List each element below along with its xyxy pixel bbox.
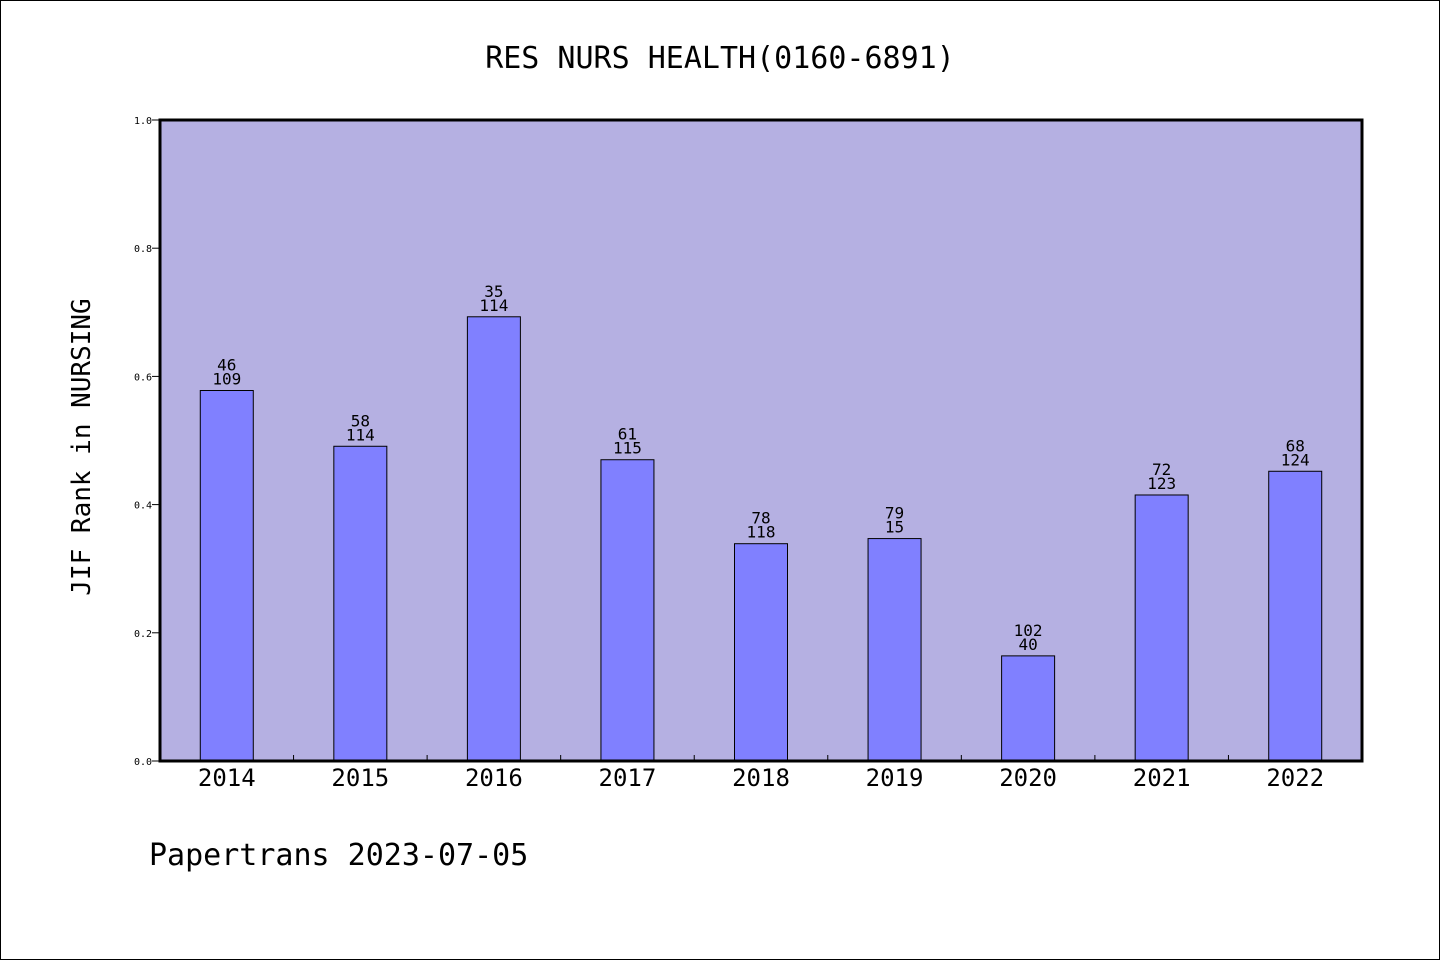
bar-2017 [600, 459, 655, 762]
bar-2015 [333, 445, 388, 762]
bar-label-rank: 78 [751, 509, 770, 528]
x-tick-label: 2020 [999, 764, 1057, 792]
bar-label-total: 118 [747, 523, 776, 542]
x-tick-label: 2018 [732, 764, 790, 792]
y-tick-label: 0.4 [134, 501, 152, 512]
bar-label-rank: 102 [1014, 621, 1043, 640]
bar-2020 [1001, 655, 1056, 762]
y-tick-label: 0.6 [134, 372, 152, 383]
x-tick-label: 2019 [866, 764, 924, 792]
bar-label-rank: 72 [1152, 460, 1171, 479]
data-labels-layer: 4610958114351146111578118791510240721236… [212, 282, 1309, 654]
bar-label-total: 40 [1018, 635, 1037, 654]
y-tick-label: 1.0 [134, 116, 152, 127]
x-tick-label: 2015 [331, 764, 389, 792]
bar-label-total: 114 [346, 425, 375, 444]
bar-label-total: 115 [613, 439, 642, 458]
bar-2022 [1268, 470, 1323, 762]
x-tick-label: 2022 [1266, 764, 1324, 792]
bar-label-rank: 68 [1286, 436, 1305, 455]
y-tick-label: 0.0 [134, 757, 152, 768]
bars-layer [199, 316, 1323, 762]
x-tick-label: 2014 [198, 764, 256, 792]
bar-2016 [466, 316, 521, 762]
plot-border [158, 118, 1364, 763]
bar-label-rank: 58 [351, 411, 370, 430]
bar-label-total: 123 [1147, 474, 1176, 493]
x-tick-label: 2021 [1133, 764, 1191, 792]
bar-2014 [199, 390, 254, 762]
y-tick-label: 0.8 [134, 244, 152, 255]
bar-label-rank: 61 [618, 425, 637, 444]
bar-label-rank: 35 [484, 282, 503, 301]
bar-label-total: 109 [212, 370, 241, 389]
y-tick-label: 0.2 [134, 629, 152, 640]
bar-2019 [867, 538, 922, 762]
x-axis: 2014 2015 2016 2017 2018 2019 2020 2021 2022 [198, 755, 1324, 792]
x-tick-label: 2016 [465, 764, 523, 792]
y-axis-label: JIF Rank in NURSING [67, 298, 97, 595]
bar-2021 [1134, 494, 1189, 762]
bar-label-rank: 79 [885, 504, 904, 523]
footer-text: Papertrans 2023-07-05 [149, 838, 528, 873]
y-axis: 0.0 0.2 0.4 0.6 0.8 1.0 [134, 116, 160, 768]
bar-label-total: 15 [885, 518, 904, 537]
bar-label-total: 124 [1281, 450, 1310, 469]
bar-2018 [734, 543, 788, 762]
x-tick-label: 2017 [599, 764, 657, 792]
bar-label-rank: 46 [217, 356, 236, 375]
chart-title: RES NURS HEALTH(0160-6891) [485, 41, 955, 76]
bar-label-total: 114 [479, 296, 508, 315]
